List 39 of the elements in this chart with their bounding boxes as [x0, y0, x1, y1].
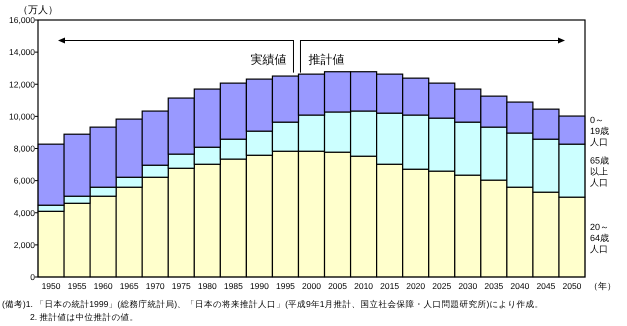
x-tick-label: 2025 [432, 281, 452, 291]
y-tick-label: 2,000 [14, 240, 36, 250]
series-label: 65歳以上人口 [590, 156, 610, 188]
x-tick-label: 2045 [536, 281, 556, 291]
x-tick-label: 1975 [172, 281, 191, 291]
annotation: 推計値 [308, 52, 344, 67]
y-tick-label: 12,000 [9, 79, 36, 90]
x-tick-label: 1955 [68, 281, 87, 291]
x-tick-label: 1995 [276, 281, 296, 291]
y-tick-label: 0 [30, 272, 36, 282]
y-tick-label: 14,000 [9, 47, 36, 58]
y-tick-label: 6,000 [14, 176, 36, 186]
x-axis-title: （年） [589, 281, 616, 291]
annotation: 実績値 [250, 52, 286, 67]
x-tick-label: 2015 [380, 281, 400, 291]
y-tick-label: 10,000 [9, 111, 36, 122]
y-tick-label: 4,000 [14, 208, 36, 218]
x-tick-label: 1970 [146, 281, 165, 291]
series-label: 20～64歳人口 [590, 222, 610, 254]
x-tick-label: 2010 [354, 281, 374, 291]
x-tick-label: 2035 [484, 281, 504, 291]
text: 2. 推計値は中位推計の値。 [30, 312, 139, 322]
x-tick-label: 2040 [510, 281, 530, 291]
y-tick-label: 16,000 [9, 15, 36, 25]
y-axis-title: （万人） [18, 5, 58, 16]
series-label: 0～19歳人口 [590, 115, 610, 148]
x-tick-label: 2050 [562, 281, 582, 291]
x-tick-label: 1990 [250, 281, 270, 291]
x-tick-label: 2020 [406, 281, 426, 291]
x-tick-label: 2000 [302, 281, 322, 291]
x-tick-label: 1965 [120, 281, 139, 291]
x-tick-label: 1985 [224, 281, 244, 291]
text: (備考)1. 「日本の統計1999」(総務庁統計局)、「日本の将来推計人口」(平成9年1月推計、国立社会保障・人口問題研究所)により作成。 [2, 299, 544, 309]
y-tick-label: 8,000 [14, 144, 36, 154]
x-tick-label: 2030 [458, 281, 478, 291]
x-tick-label: 1960 [94, 281, 113, 291]
x-tick-label: 1950 [42, 281, 61, 291]
x-tick-label: 1980 [198, 281, 218, 291]
x-tick-label: 2005 [328, 281, 348, 291]
